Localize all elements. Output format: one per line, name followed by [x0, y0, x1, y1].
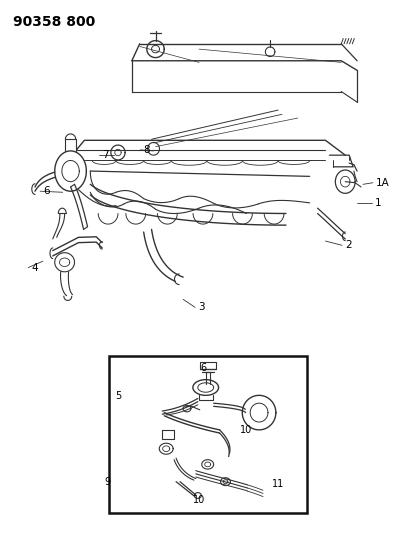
Text: 1A: 1A [376, 177, 390, 188]
Text: 4: 4 [31, 263, 38, 272]
Text: 10: 10 [240, 425, 253, 435]
Text: 6: 6 [43, 186, 50, 196]
Text: 1: 1 [375, 198, 382, 208]
Text: 7: 7 [103, 150, 109, 160]
Text: 11: 11 [272, 479, 284, 489]
Text: 3: 3 [198, 302, 205, 312]
Text: 8: 8 [144, 145, 150, 155]
Text: 90358 800: 90358 800 [13, 14, 96, 29]
Text: 6: 6 [200, 364, 206, 373]
Text: 5: 5 [115, 391, 121, 401]
Text: 2: 2 [345, 240, 352, 251]
Text: 10: 10 [193, 495, 205, 505]
Bar [109, 356, 306, 513]
Text: 9: 9 [104, 477, 110, 487]
